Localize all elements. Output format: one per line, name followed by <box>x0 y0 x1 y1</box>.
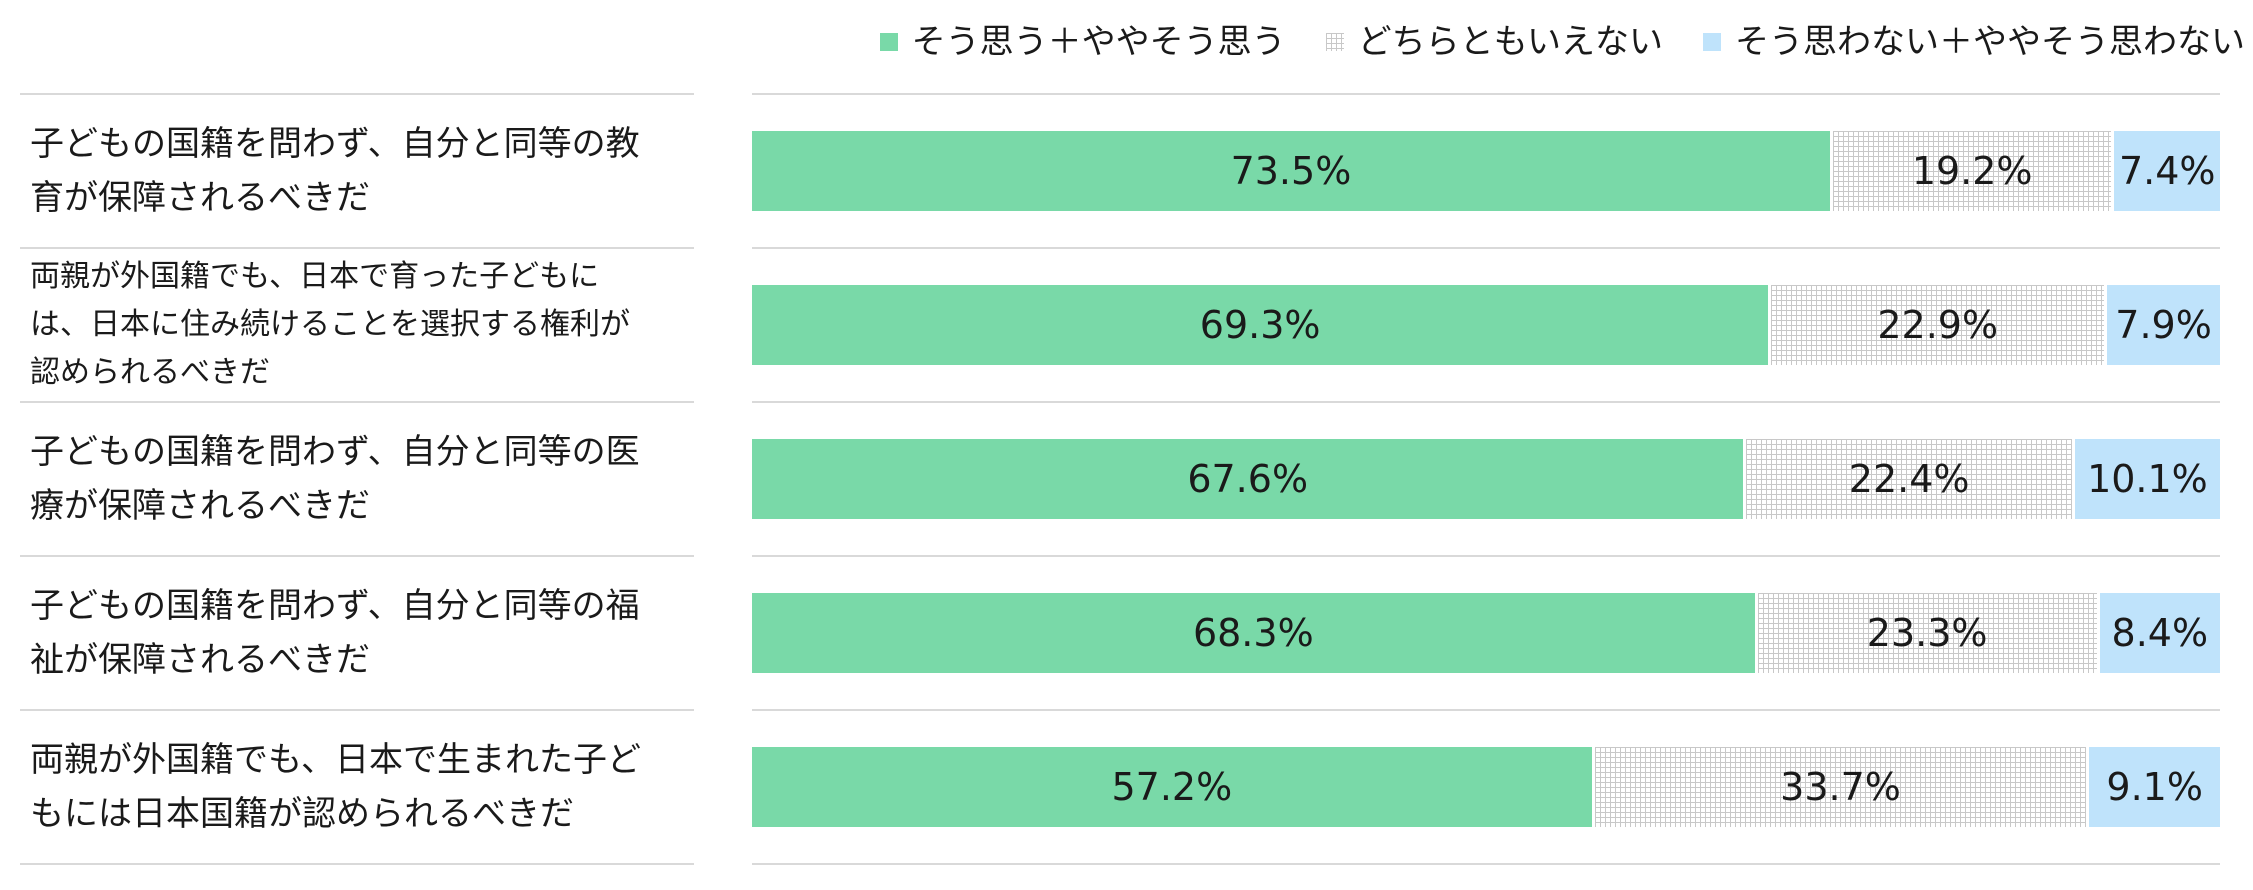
category-label: 子どもの国籍を問わず、自分と同等の医 療が保障されるべきだ <box>20 403 694 555</box>
category-label-line: 育が保障されるべきだ <box>30 178 370 218</box>
label-separator-line <box>20 401 694 403</box>
legend-label-disagree: そう思わない＋ややそう思わない <box>1735 22 2245 62</box>
data-label: 22.9% <box>1877 303 1999 347</box>
legend-swatch-agree <box>879 32 898 51</box>
data-label: 69.3% <box>1199 303 1321 347</box>
bar-segment-disagree: 10.1% <box>2071 439 2220 519</box>
chart-legend: そう思う＋ややそう思う どちらともいえない そう思わない＋ややそう思わない <box>879 14 2245 63</box>
bar-segment-neutral: 22.9% <box>1768 285 2105 365</box>
legend-item-disagree: そう思わない＋ややそう思わない <box>1703 14 2245 63</box>
data-label: 7.9% <box>2115 303 2212 347</box>
category-label-line: 祉が保障されるべきだ <box>30 640 370 680</box>
bar-row: 57.2% 33.7% 9.1% <box>752 747 2220 827</box>
category-label-line: 認められるべきだ <box>30 355 270 390</box>
label-separator-line <box>20 709 694 711</box>
bar-segment-disagree: 8.4% <box>2096 593 2220 673</box>
data-label: 68.3% <box>1192 611 1314 655</box>
bar-segment-neutral: 19.2% <box>1829 131 2112 211</box>
legend-item-agree: そう思う＋ややそう思う <box>879 14 1286 63</box>
label-separator-line <box>20 863 694 865</box>
category-label-line: 子どもの国籍を問わず、自分と同等の教 <box>30 123 640 164</box>
data-label: 33.7% <box>1780 765 1901 809</box>
bar-separator-line <box>752 709 2220 711</box>
bar-segment-agree: 57.2% <box>752 747 1592 827</box>
bar-separator-line <box>752 93 2220 95</box>
data-label: 10.1% <box>2087 457 2208 501</box>
category-label-line: もには日本国籍が認められるべきだ <box>30 794 574 834</box>
bar-row: 68.3% 23.3% 8.4% <box>752 593 2220 673</box>
bar-row: 73.5% 19.2% 7.4% <box>752 131 2220 211</box>
bar-separator-line <box>752 401 2220 403</box>
bar-segment-neutral: 22.4% <box>1743 439 2072 519</box>
bar-row: 69.3% 22.9% 7.9% <box>752 285 2220 365</box>
category-label-text: 子どもの国籍を問わず、自分と同等の福 祉が保障されるべきだ <box>30 579 640 688</box>
data-label: 9.1% <box>2106 765 2203 809</box>
bar-separator-line <box>752 555 2220 557</box>
legend-swatch-disagree <box>1703 32 1721 51</box>
label-separator-line <box>20 247 694 249</box>
bar-row: 67.6% 22.4% 10.1% <box>752 439 2220 519</box>
legend-item-neutral: どちらともいえない <box>1325 14 1663 63</box>
data-label: 23.3% <box>1866 611 1988 655</box>
bar-segment-neutral: 23.3% <box>1754 593 2097 673</box>
bar-separator-line <box>752 863 2220 865</box>
data-label: 19.2% <box>1911 149 2033 193</box>
category-label: 子どもの国籍を問わず、自分と同等の福 祉が保障されるべきだ <box>20 557 694 709</box>
bar-segment-agree: 68.3% <box>752 593 1755 673</box>
bar-segment-disagree: 7.4% <box>2111 131 2220 211</box>
category-label-line: 療が保障されるべきだ <box>30 486 370 526</box>
category-label-line: 子どもの国籍を問わず、自分と同等の医 <box>30 431 640 472</box>
stacked-bar-plot: 73.5% 19.2% 7.4% 69.3% 22.9% 7.9% 67.6% 22.4% 10… <box>752 93 2220 863</box>
data-label: 57.2% <box>1111 765 1233 809</box>
category-label-line: 子どもの国籍を問わず、自分と同等の福 <box>30 585 640 626</box>
data-label: 8.4% <box>2111 611 2209 655</box>
data-label: 67.6% <box>1187 457 1309 501</box>
legend-label-agree: そう思う＋ややそう思う <box>911 22 1286 62</box>
label-separator-line <box>20 93 694 95</box>
category-label-line: 両親が外国籍でも、日本で育った子どもに <box>30 259 600 294</box>
category-label-text: 子どもの国籍を問わず、自分と同等の教 育が保障されるべきだ <box>30 117 640 226</box>
label-separator-line <box>20 555 694 557</box>
bar-segment-agree: 69.3% <box>752 285 1769 365</box>
bar-segment-neutral: 33.7% <box>1591 747 2087 827</box>
bar-segment-agree: 67.6% <box>752 439 1744 519</box>
category-label-text: 両親が外国籍でも、日本で育った子どもに は、日本に住み続けることを選択する権利が認… <box>30 253 630 397</box>
bar-segment-disagree: 9.1% <box>2086 747 2220 827</box>
bar-separator-line <box>752 247 2220 249</box>
legend-swatch-neutral <box>1325 32 1344 51</box>
category-label: 両親が外国籍でも、日本で生まれた子ど もには日本国籍が認められるべきだ <box>20 711 694 863</box>
data-label: 73.5% <box>1230 149 1352 193</box>
bar-segment-agree: 73.5% <box>752 131 1830 211</box>
data-label: 7.4% <box>2118 149 2216 193</box>
category-label: 子どもの国籍を問わず、自分と同等の教 育が保障されるべきだ <box>20 95 694 247</box>
category-label-line: は、日本に住み続けることを選択する権利が <box>30 307 630 342</box>
category-label-text: 子どもの国籍を問わず、自分と同等の医 療が保障されるべきだ <box>30 425 640 534</box>
category-label-text: 両親が外国籍でも、日本で生まれた子ど もには日本国籍が認められるべきだ <box>30 733 641 842</box>
legend-label-neutral: どちらともいえない <box>1357 22 1663 62</box>
category-label-line: 両親が外国籍でも、日本で生まれた子ど <box>30 739 641 780</box>
category-label: 両親が外国籍でも、日本で育った子どもに は、日本に住み続けることを選択する権利が認… <box>20 249 694 401</box>
data-label: 22.4% <box>1848 457 1970 501</box>
bar-segment-disagree: 7.9% <box>2104 285 2220 365</box>
